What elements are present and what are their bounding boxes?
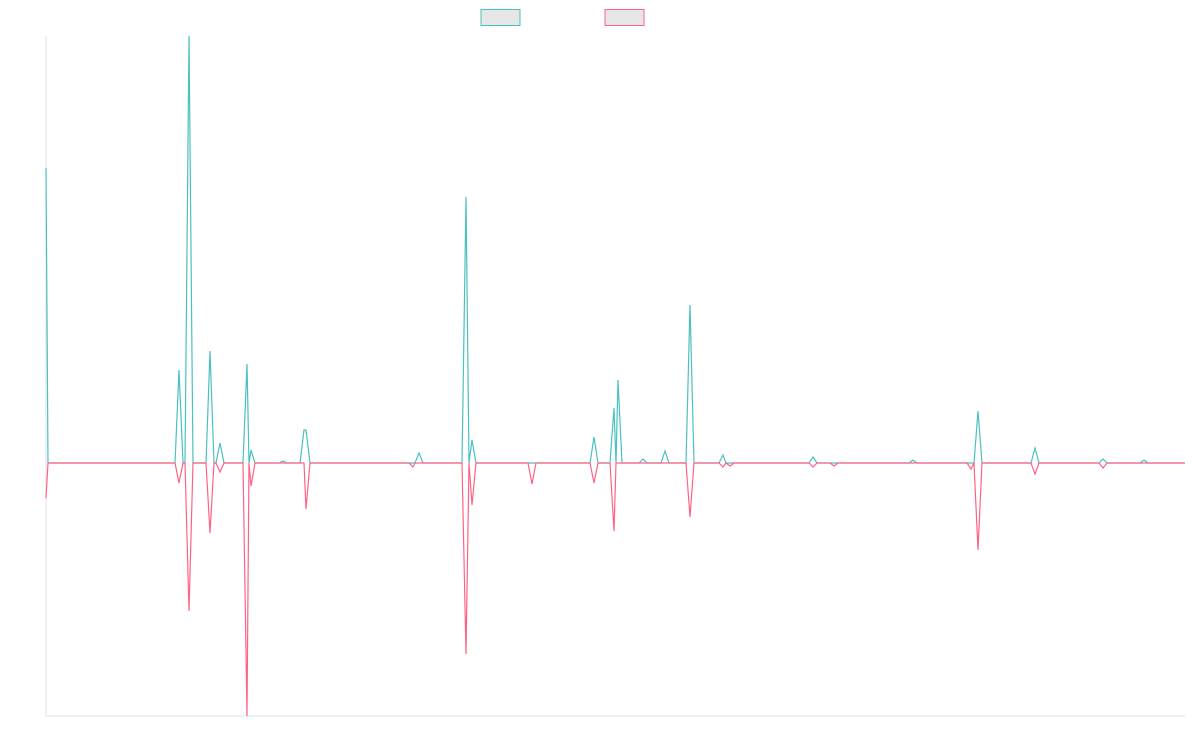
legend-swatch: [480, 9, 521, 26]
series-line: [45, 460, 1185, 717]
legend-swatch: [604, 9, 645, 26]
series-line: [45, 35, 1185, 464]
